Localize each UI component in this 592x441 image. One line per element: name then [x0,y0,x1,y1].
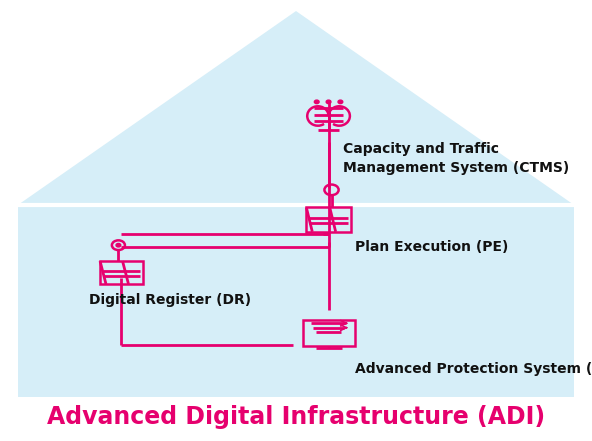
Circle shape [338,100,343,104]
Bar [18,205,574,397]
Text: Advanced Digital Infrastructure (ADI): Advanced Digital Infrastructure (ADI) [47,405,545,429]
Text: Advanced Protection System (APS): Advanced Protection System (APS) [355,362,592,376]
Bar [100,261,143,284]
Text: Capacity and Traffic
Management System (CTMS): Capacity and Traffic Management System (… [343,142,570,175]
Text: Digital Register (DR): Digital Register (DR) [89,293,251,307]
Circle shape [116,243,121,247]
Text: Plan Execution (PE): Plan Execution (PE) [355,240,509,254]
Bar [307,208,350,232]
Circle shape [314,100,319,104]
Polygon shape [18,11,574,205]
Bar [303,320,355,346]
Circle shape [326,100,331,104]
